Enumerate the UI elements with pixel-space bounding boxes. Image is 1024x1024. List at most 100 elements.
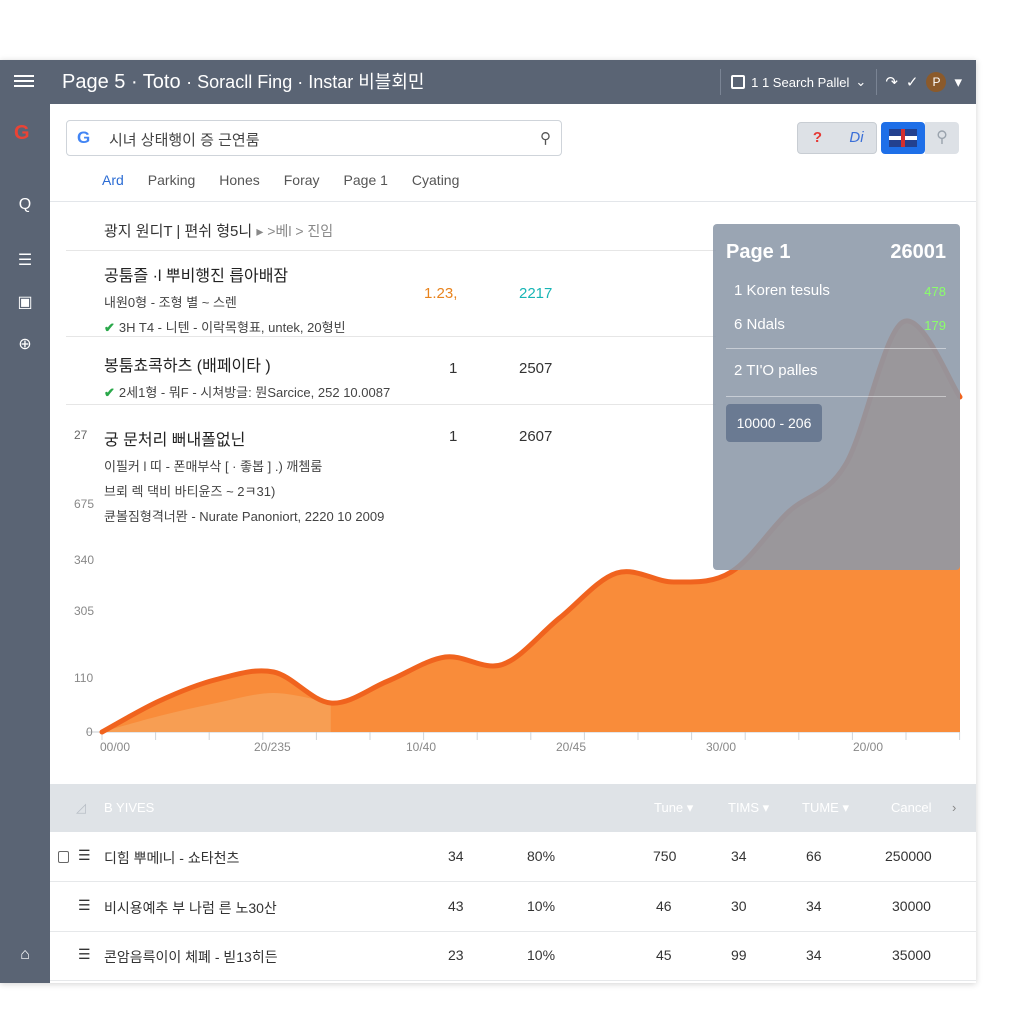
language-button[interactable] <box>881 122 925 154</box>
chevron-down-icon: ⌄ <box>855 74 867 89</box>
result-value-a: 1.23, <box>424 285 458 302</box>
row-cell: 80% <box>527 848 556 864</box>
x-tick-label: 00/00 <box>100 740 131 754</box>
result-meta: 이필커 l 띠 - 폰매부삭 [ · 좋봅 ] .) 깨쳄룸 <box>104 459 323 474</box>
chevron-right-icon[interactable]: › <box>952 800 957 815</box>
hamburger-menu-icon[interactable] <box>14 72 34 90</box>
result-value-a: 1 <box>449 428 458 445</box>
sort-icon[interactable]: ◿ <box>76 800 86 815</box>
table-row[interactable]: ☰ 비시용예추 부 나럼 른 노30산 43 10% 46 30 34 3000… <box>50 882 976 932</box>
x-tick-label: 20/00 <box>853 740 884 754</box>
redo-icon[interactable]: ↷ <box>885 74 898 91</box>
x-tick-label: 20/45 <box>556 740 587 754</box>
y-tick-label: 340 <box>74 553 95 567</box>
row-cell: 34 <box>806 947 822 963</box>
table-row[interactable]: ☰ 콘암음륵이이 체폐 - 빋13히든 23 10% 45 99 34 3500… <box>50 931 976 981</box>
tab-hones[interactable]: Hones <box>219 172 260 188</box>
result-sub-text: 2세1형 - 뭐F - 시쳐방글: 뭔Sarcice, 252 10.0087 <box>118 385 391 400</box>
list-icon: ☰ <box>78 897 91 913</box>
list-icon[interactable]: ☰ <box>17 252 33 269</box>
summary-panel: Page 1 26001 1 Koren tesuls 478 6 Ndals … <box>713 224 960 570</box>
home-icon[interactable]: ⌂ <box>20 946 30 963</box>
globe-icon[interactable]: ⊕ <box>18 336 32 353</box>
di-button[interactable]: Di <box>849 129 864 146</box>
panel-icon <box>731 75 746 89</box>
row-checkbox[interactable] <box>58 851 69 863</box>
y-tick-label: 110 <box>74 671 94 685</box>
area-main-series <box>102 320 960 732</box>
row-name: 디힘 뿌메l니 - 쇼타천츠 <box>104 850 240 866</box>
column-header-name[interactable]: B YIVES <box>104 800 155 815</box>
row-cell: 35000 <box>892 947 931 963</box>
help-button[interactable]: ? <box>812 129 823 146</box>
tab-ard[interactable]: Ard <box>102 172 124 188</box>
y-tick-label: 675 <box>74 497 95 511</box>
tab-foray[interactable]: Foray <box>283 172 320 188</box>
clipboard-icon[interactable]: ▣ <box>17 294 33 311</box>
range-button[interactable]: 10000 - 206 <box>726 404 822 442</box>
list-icon: ☰ <box>78 946 91 962</box>
search-input[interactable] <box>107 127 531 151</box>
row-cell: 23 <box>448 947 464 963</box>
title-main: Page 5 · Toto <box>62 71 181 93</box>
result-title[interactable]: 궁 문처리 뻐내폴없닌 <box>104 432 246 449</box>
check-icon: ✔ <box>104 385 115 400</box>
breadcrumb-text: 광지 원디T | 편쉬 형5니 <box>104 223 253 240</box>
breadcrumb-trail[interactable]: ▸ >베l > 진임 <box>256 223 334 239</box>
panel-divider <box>726 348 946 349</box>
result-sub: 큔볼짐형격너뫈 - Nurate Panoniort, 2220 10 2009 <box>104 509 385 524</box>
search-icon[interactable]: Q <box>18 196 32 213</box>
search-box[interactable]: G ⚲ <box>66 120 562 156</box>
title-bar: Page 5 · Toto · Soracll Fing · Instar 비블… <box>0 60 976 104</box>
google-logo-icon: G <box>14 122 30 144</box>
column-header-tune[interactable]: Tune ▾ <box>654 800 694 815</box>
title-bar-actions: 1 1 Search Pallel ⌄ ↷ ✓ P ▾ <box>720 69 962 95</box>
check-icon[interactable]: ✓ <box>905 74 919 91</box>
row-cell: 43 <box>448 898 464 914</box>
row-cell: 34 <box>731 848 747 864</box>
search-panel-dropdown[interactable]: 1 1 Search Pallel ⌄ <box>720 69 878 95</box>
result-divider <box>66 404 716 405</box>
result-value-b: 2217 <box>519 285 553 302</box>
result-value-b: 2507 <box>519 360 553 377</box>
panel-number: 26001 <box>890 241 946 263</box>
sidebar: Q ☰ ▣ ⊕ ⌂ <box>0 104 50 983</box>
row-cell: 99 <box>731 947 747 963</box>
column-header-tume[interactable]: TUME ▾ <box>802 800 849 815</box>
chevron-down-icon[interactable]: ▾ <box>954 74 962 91</box>
column-header-tims[interactable]: TIMS ▾ <box>728 800 770 815</box>
row-cell: 250000 <box>885 848 932 864</box>
tab-parking[interactable]: Parking <box>147 172 196 188</box>
result-title[interactable]: 봉툼쵸콕하츠 (배페이타 ) <box>104 358 271 375</box>
row-cell: 34 <box>806 898 822 914</box>
row-cell: 30 <box>731 898 747 914</box>
title-rest: · Soracll Fing · Instar 비블회민 <box>186 72 425 92</box>
google-g-icon: G <box>77 128 91 147</box>
row-cell: 750 <box>653 848 677 864</box>
row-cell: 46 <box>656 898 672 914</box>
location-pin-button[interactable]: ⚲ <box>925 122 959 154</box>
result-item[interactable]: 봉툼쵸콕하츠 (배페이타 ) ✔ 2세1형 - 뭐F - 시쳐방글: 뭔Sarci… <box>104 352 390 401</box>
result-value-a: 1 <box>449 360 458 377</box>
row-name: 콘암음륵이이 체폐 - 빋13히든 <box>104 949 278 965</box>
panel-row-label: 1 Koren tesuls <box>734 282 830 299</box>
search-icon[interactable]: ⚲ <box>540 130 551 147</box>
window-title: Page 5 · Toto · Soracll Fing · Instar 비블… <box>62 68 424 94</box>
result-item[interactable]: 공툼즐 ·l 뿌비행진 릅아배잠 내원0형 - 조형 별 ~ 스렌 ✔ 3H T4… <box>104 262 346 336</box>
result-value-b: 2607 <box>519 428 553 445</box>
row-cell: 10% <box>527 898 556 914</box>
panel-title: Page 1 <box>726 241 791 263</box>
row-cell: 10% <box>527 947 556 963</box>
result-title[interactable]: 공툼즐 ·l 뿌비행진 릅아배잠 <box>104 268 289 285</box>
cancel-button[interactable]: Cancel <box>891 800 932 815</box>
breadcrumb-divider <box>66 250 716 251</box>
x-tick-label: 10/40 <box>406 740 437 754</box>
avatar[interactable]: P <box>926 72 947 92</box>
location-pin-icon: ⚲ <box>936 129 948 146</box>
table-row[interactable]: ☰ 디힘 뿌메l니 - 쇼타천츠 34 80% 750 34 66 250000 <box>50 832 976 882</box>
result-item[interactable]: 궁 문처리 뻐내폴없닌 이필커 l 띠 - 폰매부삭 [ · 좋봅 ] .) 깨… <box>104 426 384 525</box>
panel-divider <box>726 396 946 397</box>
tab-cyating[interactable]: Cyating <box>411 172 460 188</box>
tab-page-1[interactable]: Page 1 <box>343 172 388 188</box>
x-tick-label: 30/00 <box>706 740 737 754</box>
